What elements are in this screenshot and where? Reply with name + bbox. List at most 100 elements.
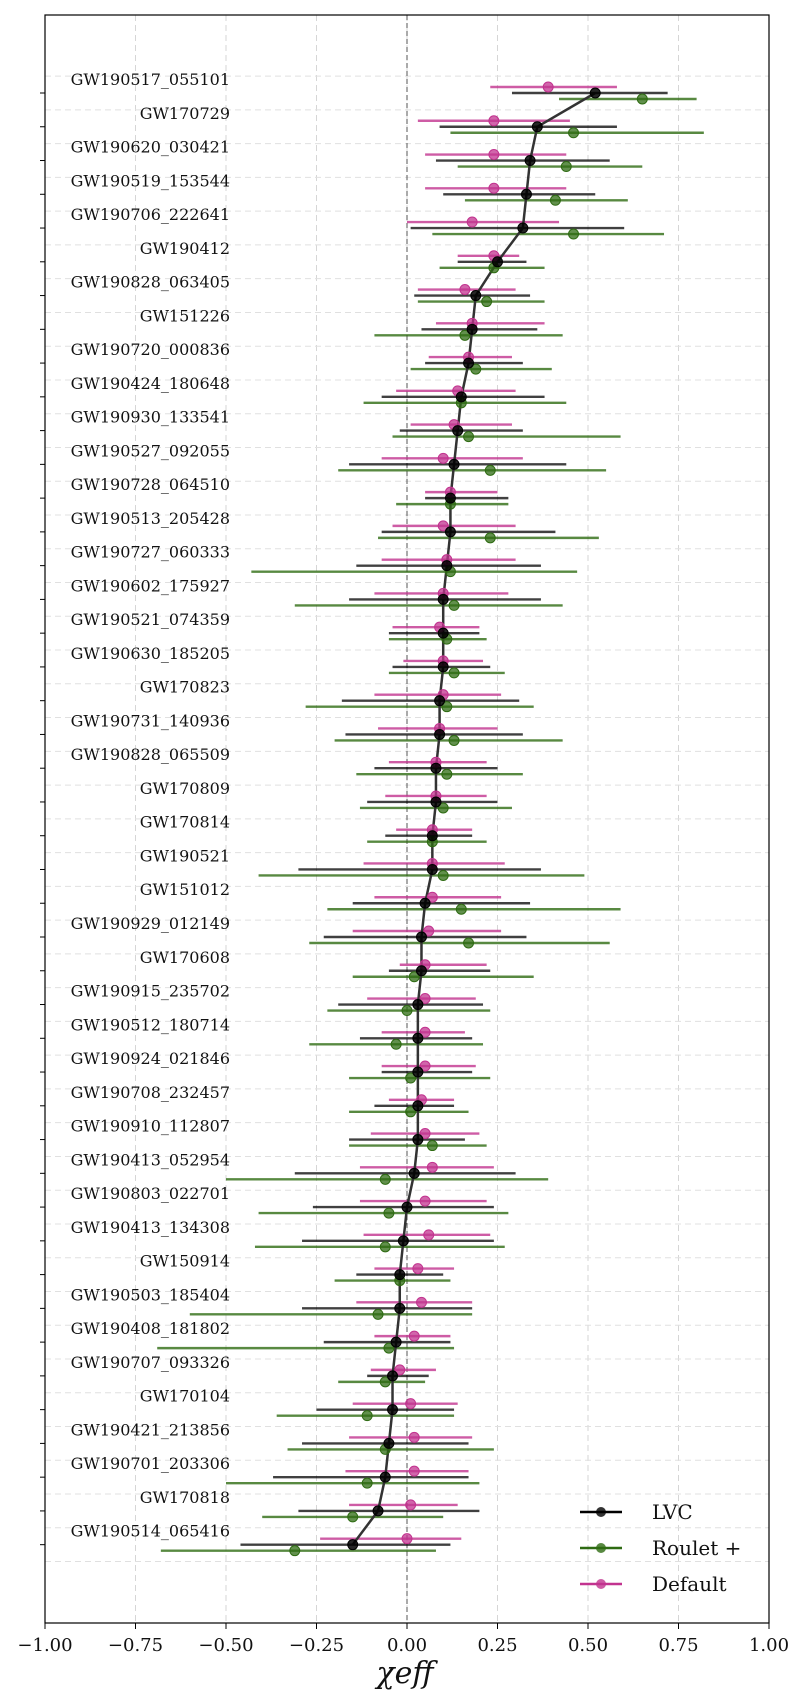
x-tick-label: −1.00	[17, 1635, 72, 1656]
roulet-point	[347, 1511, 359, 1523]
roulet-point	[379, 1173, 391, 1185]
lvc-point	[517, 222, 529, 234]
x-tick-label: 0.00	[387, 1635, 427, 1656]
event-label: GW190519_153544	[71, 171, 230, 190]
default-point	[542, 81, 554, 93]
lvc-point	[430, 762, 442, 774]
roulet-point	[426, 1140, 438, 1152]
event-label: GW190503_185404	[71, 1285, 230, 1304]
line-layer	[351, 91, 596, 1546]
event-label: GW190527_092055	[71, 441, 230, 460]
legend-default-swatch-marker	[596, 1579, 606, 1589]
x-axis-label: χeff	[374, 1656, 438, 1691]
event-label: GW190720_000836	[71, 340, 230, 359]
default-point	[426, 1161, 438, 1173]
event-label: GW190706_222641	[71, 205, 230, 224]
lvc-point	[531, 121, 543, 133]
roulet-point	[455, 903, 467, 915]
x-tick-label: −0.25	[289, 1635, 344, 1656]
event-label: GW190602_175927	[71, 576, 230, 595]
event-label: GW190915_235702	[71, 982, 230, 1001]
event-label: GW150914	[140, 1252, 230, 1271]
event-label: GW190513_205428	[71, 509, 230, 528]
lvc-point	[426, 863, 438, 875]
lvc-point	[470, 290, 482, 302]
lvc-connecting-line	[351, 91, 596, 1546]
lvc-point	[394, 1302, 406, 1314]
default-point	[412, 1263, 424, 1275]
roulet-point	[463, 937, 475, 949]
event-label: GW151012	[140, 880, 230, 899]
default-point	[459, 284, 471, 296]
lvc-point	[455, 391, 467, 403]
roulet-point	[448, 734, 460, 746]
event-label: GW170814	[140, 813, 230, 832]
event-label: GW190924_021846	[71, 1049, 230, 1068]
lvc-point	[466, 323, 478, 335]
roulet-point	[379, 1376, 391, 1388]
roulet-point	[390, 1038, 402, 1050]
lvc-point	[444, 526, 456, 538]
roulet-point	[361, 1410, 373, 1422]
event-label: GW170809	[140, 779, 230, 798]
event-label: GW151226	[140, 306, 230, 325]
roulet-point	[448, 667, 460, 679]
lvc-point	[524, 155, 536, 167]
default-point	[401, 1533, 413, 1545]
event-label: GW190731_140936	[71, 711, 230, 730]
lvc-point	[415, 965, 427, 977]
default-point	[408, 1330, 420, 1342]
roulet-point	[441, 701, 453, 713]
lvc-point	[444, 492, 456, 504]
roulet-point	[401, 1005, 413, 1017]
lvc-point	[430, 796, 442, 808]
roulet-point	[405, 1106, 417, 1118]
lvc-point	[463, 357, 475, 369]
default-point	[423, 925, 435, 937]
lvc-point	[452, 425, 464, 437]
point-layer	[289, 81, 648, 1557]
lvc-point	[412, 999, 424, 1011]
roulet-point	[568, 127, 580, 139]
event-label: GW190930_133541	[71, 408, 230, 427]
roulet-point	[463, 431, 475, 443]
lvc-point	[401, 1201, 413, 1213]
lvc-point	[419, 897, 431, 909]
default-point	[415, 1296, 427, 1308]
x-tick-label: −0.50	[198, 1635, 253, 1656]
lvc-point	[412, 1134, 424, 1146]
roulet-point	[437, 869, 449, 881]
lvc-point	[441, 560, 453, 572]
roulet-point	[405, 1072, 417, 1084]
lvc-point	[520, 188, 532, 200]
default-point	[408, 1431, 420, 1443]
default-point	[405, 1398, 417, 1410]
lvc-point	[408, 1167, 420, 1179]
lvc-point	[412, 1032, 424, 1044]
roulet-point	[484, 532, 496, 544]
event-label: GW190521_074359	[71, 610, 230, 629]
event-label: GW190413_052954	[71, 1150, 230, 1169]
default-point	[419, 1026, 431, 1038]
event-label: GW190412	[140, 239, 230, 258]
event-label: GW170104	[140, 1387, 230, 1406]
roulet-point	[437, 802, 449, 814]
lvc-point	[390, 1336, 402, 1348]
default-point	[419, 1128, 431, 1140]
lvc-point	[434, 695, 446, 707]
default-point	[419, 1060, 431, 1072]
event-label: GW190701_203306	[71, 1454, 230, 1473]
lvc-point	[437, 627, 449, 639]
lvc-point	[437, 593, 449, 605]
roulet-point	[560, 161, 572, 173]
lvc-point	[412, 1100, 424, 1112]
event-label: GW170608	[140, 948, 230, 967]
legend-roulet-label: Roulet +	[652, 1536, 741, 1560]
roulet-point	[549, 194, 561, 206]
lvc-point	[448, 458, 460, 470]
roulet-point	[459, 329, 471, 341]
roulet-point	[484, 464, 496, 476]
x-tick-label: 0.25	[477, 1635, 517, 1656]
lvc-point	[347, 1539, 359, 1551]
